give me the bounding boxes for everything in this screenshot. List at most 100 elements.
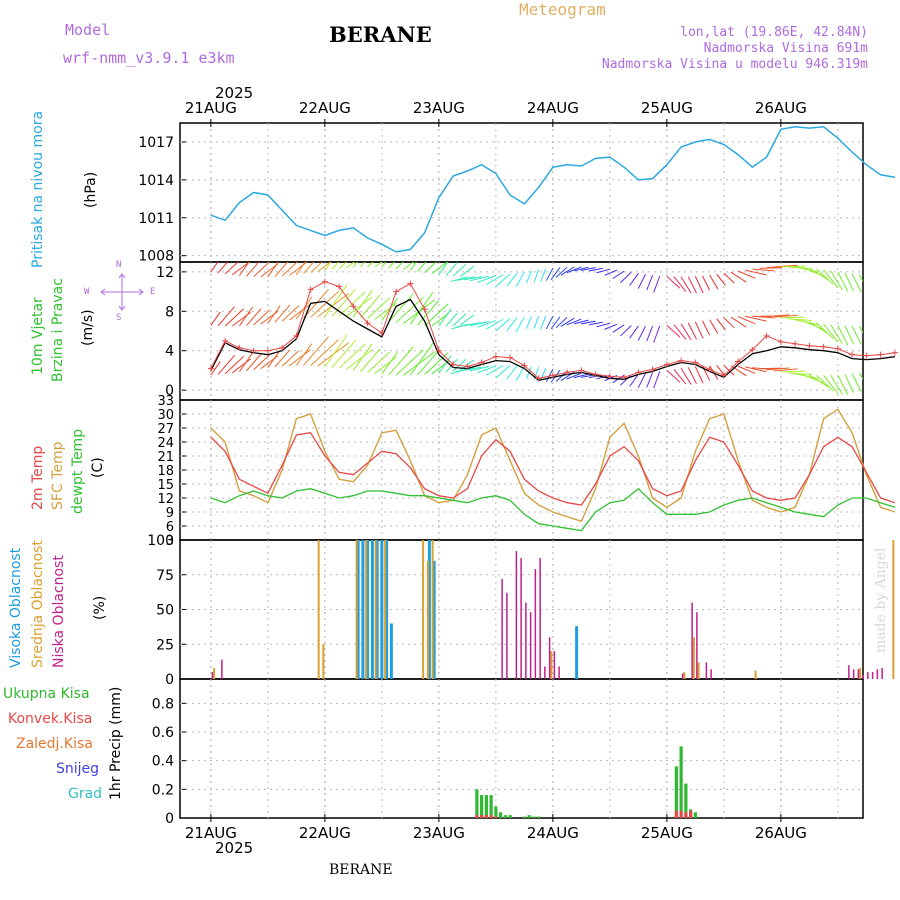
wind-barb	[452, 358, 467, 372]
wind-barb	[381, 297, 398, 321]
gust-marker	[293, 332, 300, 339]
wind-barb	[402, 299, 436, 324]
wind-barb	[802, 373, 824, 384]
y-tick-label: 27	[157, 422, 174, 437]
compass-icon	[100, 273, 144, 311]
y-tick-label: 0.4	[152, 754, 174, 770]
wind-barb	[526, 366, 532, 379]
date-label-top: 24AUG	[527, 99, 579, 117]
wind-barb	[253, 354, 271, 371]
mid-cloud-label: Srednja Oblacnost	[30, 540, 46, 668]
cloud-bar	[691, 602, 693, 679]
wind-barb	[515, 365, 525, 382]
wind-barb	[723, 317, 735, 328]
temp2m-line	[210, 431, 896, 506]
panel-frame	[179, 399, 864, 541]
wind-barb	[417, 262, 427, 272]
wind-barb	[450, 368, 468, 375]
year-top: 2025	[215, 84, 254, 102]
wind-barb	[795, 319, 819, 326]
cloud-bar	[525, 602, 527, 679]
wind-barb	[745, 315, 767, 322]
wind-barb	[666, 370, 681, 383]
wind-barb	[445, 262, 458, 276]
wind-barb	[787, 266, 812, 270]
wind-speed-line	[210, 298, 895, 382]
y-tick-label: 100	[147, 533, 174, 549]
cloud-bar	[692, 637, 695, 679]
wind-barb	[589, 267, 603, 272]
precip-bar	[499, 812, 503, 818]
wind-barb	[445, 312, 458, 327]
wind-barb	[895, 277, 900, 281]
wind-barb	[888, 277, 900, 285]
y-tick-label: 0	[165, 672, 174, 688]
y-tick-label: 24	[157, 436, 174, 451]
gust-marker	[777, 338, 784, 345]
wind-barb	[694, 276, 704, 294]
wind-barb	[409, 342, 434, 376]
wind-barb	[560, 266, 575, 276]
wind-barb	[360, 294, 381, 318]
wind-barb	[409, 291, 434, 325]
wind-barb	[352, 290, 373, 318]
wind-barb	[477, 275, 497, 283]
cloud-bar	[361, 540, 365, 679]
wind-barb	[331, 262, 340, 270]
gust-marker	[735, 358, 742, 365]
y-tick-label: 9	[166, 506, 174, 521]
wind-label-1: 10m Vjetar	[30, 297, 46, 375]
dewpt-line	[210, 487, 896, 532]
precip-bar	[484, 815, 488, 818]
y-tick-label: 0	[165, 383, 174, 399]
high-cloud-label: Visoka Oblacnost	[8, 547, 24, 668]
wind-barb	[288, 262, 308, 276]
wind-barb	[851, 325, 862, 345]
wind-barb	[495, 273, 511, 288]
wind-barb	[374, 356, 397, 374]
wind-barb	[881, 325, 898, 336]
precip-bar	[489, 815, 493, 818]
y-tick-label: 0.2	[152, 782, 174, 798]
wind-barb	[317, 342, 350, 367]
wind-barb	[288, 303, 311, 321]
date-label-bottom: 25AUG	[641, 824, 693, 842]
precip-bar	[684, 812, 688, 818]
model-label: Model	[65, 21, 111, 39]
wind-barb	[773, 314, 798, 318]
wind-barb	[210, 262, 219, 273]
wind-barb	[709, 274, 719, 290]
wind-barb	[752, 367, 775, 371]
gust-marker	[336, 283, 343, 290]
wind-barb	[666, 324, 681, 338]
wind-barb	[295, 343, 313, 366]
wind-barb	[555, 266, 568, 278]
wind-barb	[816, 322, 834, 339]
gust-marker	[207, 365, 214, 372]
wind-barb	[830, 375, 843, 395]
wind-barb	[210, 311, 221, 326]
wind-barb	[702, 275, 711, 291]
wind-barb	[629, 373, 639, 387]
wind-barb	[637, 325, 646, 341]
y-tick-label: 18	[157, 464, 174, 479]
wind-barb	[450, 276, 468, 282]
wind-barb	[295, 296, 313, 320]
cloud-bar	[322, 644, 325, 679]
wind-barb	[881, 370, 898, 381]
wind-barb	[246, 353, 262, 372]
wind-barb	[680, 276, 692, 294]
wind-barb	[895, 368, 900, 372]
wind-barb	[381, 351, 398, 375]
precip-unit: 1hr Precip (mm)	[108, 686, 124, 800]
frz-precip-label: Zaledj.Kisa	[16, 736, 93, 752]
wind-barb	[224, 356, 245, 375]
cloud-bar	[544, 666, 546, 679]
wind-barb	[388, 346, 414, 376]
wind-barb	[716, 365, 726, 377]
wind-barb	[737, 365, 756, 374]
wind-barb	[459, 314, 475, 326]
gust-marker	[720, 372, 727, 379]
wind-barb	[267, 349, 281, 369]
wind-barb	[560, 371, 575, 381]
